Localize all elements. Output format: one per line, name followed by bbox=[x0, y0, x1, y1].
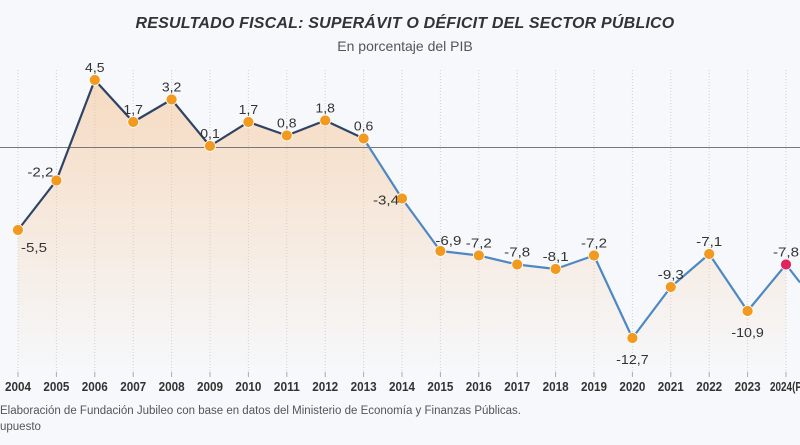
data-label: -2,2 bbox=[27, 165, 53, 180]
x-tick-label: 2014 bbox=[389, 379, 416, 394]
data-point bbox=[626, 332, 639, 344]
data-label: -8,1 bbox=[543, 249, 569, 264]
data-label: -7,8 bbox=[504, 245, 530, 260]
data-label: 0,6 bbox=[354, 119, 374, 134]
line-segment bbox=[517, 263, 556, 271]
x-tick-label: 2019 bbox=[581, 379, 607, 394]
data-label: 1,7 bbox=[239, 102, 259, 117]
data-label: -9,3 bbox=[658, 267, 684, 282]
x-tick-label: 2010 bbox=[235, 379, 261, 394]
data-label: 4,5 bbox=[85, 60, 105, 75]
data-point bbox=[204, 140, 216, 152]
x-tick-label: 2018 bbox=[543, 379, 569, 394]
line-segment bbox=[746, 263, 787, 312]
x-tick-label: 2012 bbox=[312, 379, 338, 394]
x-tick-label: 2016 bbox=[466, 379, 492, 394]
data-point bbox=[396, 192, 408, 205]
line-segment bbox=[17, 179, 58, 231]
data-label: -10,9 bbox=[731, 325, 764, 340]
x-tick-label: 2011 bbox=[274, 379, 300, 394]
line-segment bbox=[555, 254, 595, 271]
data-point bbox=[780, 258, 792, 271]
data-label: 3,2 bbox=[162, 80, 182, 95]
footnote: upuesto bbox=[0, 421, 41, 433]
data-point bbox=[50, 174, 63, 187]
line-segment bbox=[440, 249, 479, 257]
x-tick-label: 2013 bbox=[351, 379, 377, 394]
data-label: 0,8 bbox=[277, 116, 297, 131]
data-point bbox=[472, 249, 485, 262]
data-point bbox=[549, 263, 562, 275]
data-point bbox=[88, 74, 101, 86]
line-segment bbox=[209, 121, 249, 147]
x-tick-label: 2021 bbox=[658, 379, 684, 394]
data-label: -6,9 bbox=[435, 233, 461, 248]
data-point bbox=[741, 305, 754, 317]
x-tick-label: 2004 bbox=[5, 379, 32, 394]
chart-subtitle: En porcentaje del PIB bbox=[337, 38, 473, 54]
line-segment bbox=[708, 253, 749, 312]
chart-title: RESULTADO FISCAL: SUPERÁVIT O DÉFICIT DE… bbox=[135, 15, 675, 32]
data-point bbox=[357, 132, 370, 145]
data-point bbox=[12, 224, 24, 236]
line-segment bbox=[670, 253, 710, 288]
area-fill bbox=[18, 80, 786, 372]
x-tick-label: 2022 bbox=[696, 379, 722, 394]
line-segment bbox=[132, 98, 173, 123]
data-point bbox=[511, 258, 524, 271]
data-label: -7,8 bbox=[773, 245, 799, 260]
x-tick-label: 2020 bbox=[619, 379, 645, 394]
x-tick-label: 2008 bbox=[159, 379, 185, 394]
data-point bbox=[165, 93, 178, 106]
line-segment bbox=[401, 197, 442, 252]
data-label: -3,4 bbox=[373, 193, 399, 208]
line-segment bbox=[93, 79, 135, 123]
data-point bbox=[319, 114, 332, 127]
data-label: -7,2 bbox=[581, 236, 607, 251]
data-point bbox=[127, 116, 140, 128]
data-label: -7,1 bbox=[696, 234, 722, 249]
data-point bbox=[242, 116, 255, 128]
line-segment bbox=[248, 120, 288, 137]
line-segment bbox=[170, 98, 211, 147]
x-tick-label: 2024(P bbox=[770, 379, 800, 394]
data-point bbox=[703, 248, 716, 260]
x-tick-label: 2007 bbox=[120, 379, 146, 394]
line-segment bbox=[324, 119, 365, 140]
line-segment bbox=[286, 119, 326, 137]
x-tick-label: 2005 bbox=[43, 379, 69, 394]
x-tick-label: 2009 bbox=[197, 379, 223, 394]
source-note: Elaboración de Fundación Jubileo con bas… bbox=[0, 405, 522, 417]
line-segment bbox=[593, 255, 634, 339]
data-point bbox=[434, 245, 447, 257]
x-tick-label: 2017 bbox=[504, 379, 530, 394]
data-point bbox=[280, 129, 293, 142]
data-label: -7,2 bbox=[466, 236, 492, 251]
data-label: 1,7 bbox=[123, 102, 143, 117]
line-segment bbox=[55, 79, 96, 181]
line-segment bbox=[478, 254, 518, 266]
x-tick-label: 2006 bbox=[82, 379, 108, 394]
data-point bbox=[588, 249, 600, 262]
line-segment bbox=[362, 137, 403, 200]
x-tick-label: 2023 bbox=[735, 379, 761, 394]
data-label: -12,7 bbox=[616, 352, 649, 367]
data-label: -5,5 bbox=[21, 240, 47, 255]
data-label: 0,1 bbox=[200, 126, 220, 141]
x-tick-label: 2015 bbox=[427, 379, 453, 394]
line-segment bbox=[631, 286, 672, 339]
data-label: 1,8 bbox=[315, 101, 335, 116]
data-point bbox=[664, 281, 677, 293]
